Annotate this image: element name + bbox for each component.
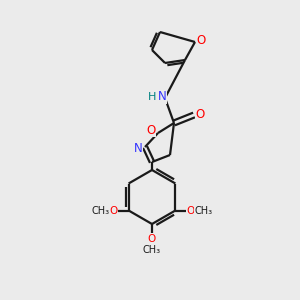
Text: O: O — [148, 234, 156, 244]
Text: CH₃: CH₃ — [143, 245, 161, 255]
Text: O: O — [110, 206, 118, 215]
Text: O: O — [196, 34, 206, 46]
Text: H: H — [148, 92, 156, 102]
Text: CH₃: CH₃ — [92, 206, 110, 215]
Text: N: N — [134, 142, 142, 155]
Text: N: N — [158, 91, 166, 103]
Text: CH₃: CH₃ — [194, 206, 212, 215]
Text: O: O — [186, 206, 194, 215]
Text: O: O — [146, 124, 156, 136]
Text: O: O — [195, 107, 205, 121]
